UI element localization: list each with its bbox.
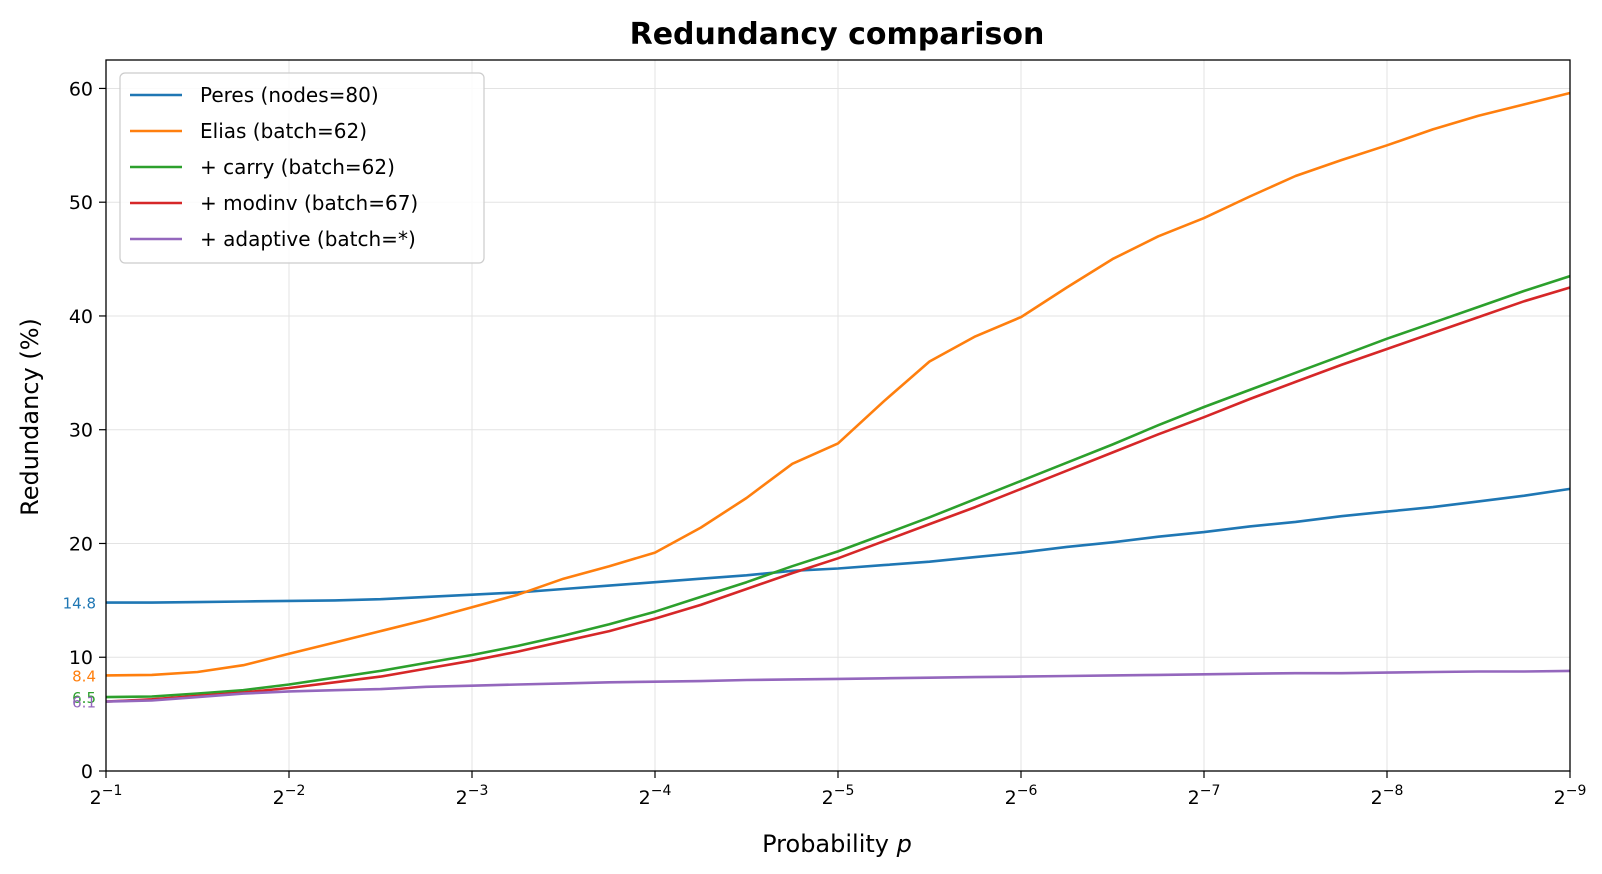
series-start-label-5: 6.1 bbox=[72, 694, 96, 712]
y-tick-label: 60 bbox=[69, 78, 93, 100]
plot-area: 14.8 8.4 6.56.1 0 10 20 30 40 50 60 2−1 2−2 2−3 2−4 2−… bbox=[63, 59, 1587, 809]
series-line-2 bbox=[105, 91, 1571, 677]
x-tick-label: 2−7 bbox=[1188, 783, 1221, 809]
x-axis-label: Probability p bbox=[762, 830, 912, 858]
legend-label-1: Peres (nodes=80) bbox=[200, 83, 379, 107]
x-tick-label: 2−2 bbox=[273, 783, 306, 809]
x-tick-label: 2−6 bbox=[1005, 783, 1038, 809]
y-tick-label: 50 bbox=[69, 192, 93, 214]
chart-title: Redundancy comparison bbox=[630, 17, 1045, 52]
y-tick-label: 30 bbox=[69, 420, 93, 442]
x-tick-label: 2−5 bbox=[822, 783, 855, 809]
legend-label-4: + modinv (batch=67) bbox=[200, 191, 418, 215]
series-line-4 bbox=[105, 286, 1571, 703]
x-tick-label: 2−3 bbox=[456, 783, 489, 809]
y-tick-label: 10 bbox=[69, 647, 93, 669]
series-start-label-1: 14.8 bbox=[63, 595, 96, 613]
series-line-3 bbox=[105, 274, 1571, 699]
y-tick-label: 20 bbox=[69, 533, 93, 555]
legend-label-5: + adaptive (batch=*) bbox=[200, 227, 416, 251]
x-tick-label: 2−8 bbox=[1371, 783, 1404, 809]
series-line-5 bbox=[105, 669, 1571, 703]
series-start-label-3: 6.5 bbox=[72, 689, 96, 707]
series-start-label-2: 8.4 bbox=[72, 667, 96, 685]
legend-label-3: + carry (batch=62) bbox=[200, 155, 395, 179]
y-tick-label: 0 bbox=[81, 761, 93, 783]
y-tick-label: 40 bbox=[69, 306, 93, 328]
x-tick-label: 2−9 bbox=[1554, 783, 1587, 809]
legend-label-2: Elias (batch=62) bbox=[200, 119, 367, 143]
x-tick-label: 2−4 bbox=[639, 783, 672, 809]
y-axis-label: Redundancy (%) bbox=[16, 318, 44, 516]
legend-box bbox=[119, 72, 485, 264]
x-tick-label: 2−1 bbox=[90, 783, 123, 809]
series-line-1 bbox=[106, 487, 1571, 604]
